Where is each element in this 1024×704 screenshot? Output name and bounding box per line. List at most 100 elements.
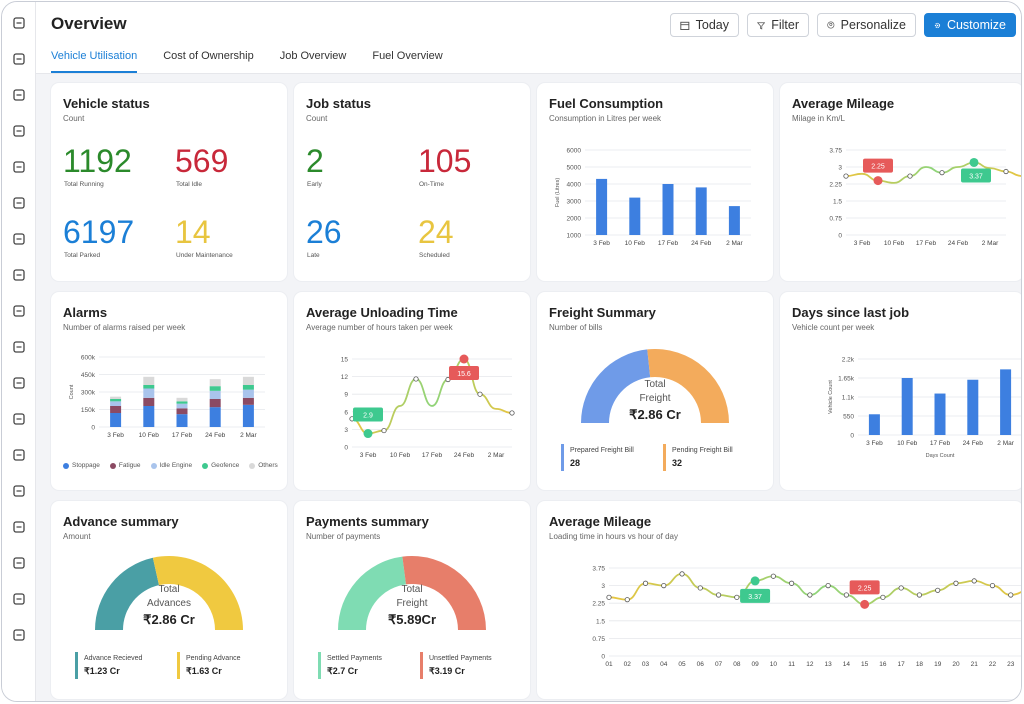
today-button[interactable]: Today [670, 13, 739, 37]
document-clock-icon[interactable] [10, 122, 28, 140]
personalize-button[interactable]: Personalize [817, 13, 916, 37]
legend-value: ₹1.23 Cr [84, 666, 120, 676]
warning-icon[interactable] [10, 230, 28, 248]
job-status-card: Job status Count 2 Early 105 On-Time 26 … [294, 83, 530, 281]
data-point [907, 173, 913, 179]
freight-summary-card: Freight Summary Number of bills Total Fr… [537, 292, 773, 490]
stat-label: Total Parked [64, 252, 101, 259]
fuel-consumption-card: Fuel Consumption Consumption in Litres p… [537, 83, 773, 281]
flag-icon[interactable] [10, 266, 28, 284]
legend-label: Stoppage [72, 462, 100, 469]
bar [662, 184, 674, 235]
x-tick-label: 24 Feb [691, 240, 712, 247]
stat-label: Late [307, 252, 320, 259]
y-axis-label: Vehicle Count [828, 380, 834, 414]
x-tick-label: 2 Mar [726, 240, 743, 247]
stat-value: 24 [418, 214, 454, 250]
x-tick-label: 14 [843, 661, 851, 668]
bar-segment [242, 389, 254, 398]
card-title: Average Mileage [549, 514, 652, 529]
stat-label: Total Running [64, 181, 104, 188]
x-tick-label: 20 [952, 661, 960, 668]
y-tick-label: 2000 [567, 216, 582, 223]
y-tick-label: 2.2k [842, 357, 855, 364]
file-icon[interactable] [10, 590, 28, 608]
tools-icon[interactable] [10, 518, 28, 536]
bar-segment [110, 399, 122, 402]
data-point [624, 597, 630, 603]
customize-button[interactable]: Customize [924, 13, 1016, 37]
x-tick-label: 10 [770, 661, 778, 668]
filter-button[interactable]: Filter [747, 13, 809, 37]
data-point [916, 592, 923, 598]
stat-value: 6197 [63, 214, 135, 250]
card-title: Average Mileage [792, 96, 895, 111]
gauge-center: Total Freight ₹5.89Cr [294, 583, 530, 627]
bar-segment [176, 414, 188, 427]
legend-label: Pending Advance [186, 655, 241, 662]
truck-icon[interactable] [10, 86, 28, 104]
y-tick-label: 2.25 [592, 601, 605, 608]
gauge-center: Total Advances ₹2.86 Cr [51, 583, 287, 627]
x-tick-label: 2 Mar [982, 240, 999, 247]
highlight-point [873, 176, 883, 186]
stat-label: Early [307, 181, 322, 188]
bar-segment [209, 379, 221, 387]
report-icon[interactable] [10, 158, 28, 176]
card-title: Freight Summary [549, 305, 656, 320]
filter-icon [757, 21, 766, 30]
user-settings-icon[interactable] [10, 626, 28, 644]
advance-summary-card: Advance summary Amount Total Advances ₹2… [51, 501, 287, 699]
card-title: Days since last job [792, 305, 910, 320]
y-tick-label: 3000 [567, 199, 582, 206]
tab-cost-of-ownership[interactable]: Cost of Ownership [163, 50, 254, 62]
bar-segment [209, 399, 221, 408]
legend-label: Settled Payments [327, 655, 382, 662]
location-pin-icon[interactable] [10, 302, 28, 320]
card-title: Payments summary [306, 514, 429, 529]
x-tick-label: 2 Mar [997, 440, 1014, 447]
stat-label: Under Maintenance [176, 252, 233, 259]
tab-fuel-overview[interactable]: Fuel Overview [372, 50, 443, 62]
gauge-caption: Total [644, 379, 666, 390]
data-point [1003, 168, 1009, 175]
bar-segment [110, 396, 122, 399]
hourly-chart: 0 0.75 1.5 2.25 3 3.75 01 02 03 04 05 06 07 08 09 10 11 1… [592, 566, 1021, 668]
tooltip-box [449, 366, 479, 380]
bar-segment [110, 401, 122, 406]
x-tick-label: 01 [605, 661, 613, 668]
highlight-point [969, 157, 979, 167]
clipboard-check-icon[interactable] [10, 446, 28, 464]
bar [1000, 369, 1012, 435]
y-axis-label: Count [69, 384, 75, 399]
x-tick-label: 2 Mar [240, 432, 257, 439]
tab-vehicle-utilisation[interactable]: Vehicle Utilisation [51, 50, 138, 73]
tooltip-value: 15.6 [457, 371, 471, 378]
y-tick-label: 0 [850, 433, 854, 440]
video-icon[interactable] [10, 194, 28, 212]
payments-summary-card: Payments summary Number of payments Tota… [294, 501, 530, 699]
history-icon[interactable] [10, 50, 28, 68]
x-tick-label: 18 [916, 661, 924, 668]
route-icon[interactable] [10, 14, 28, 32]
gauge-caption: Total [158, 584, 180, 595]
x-tick-label: 22 [989, 661, 997, 668]
page-title: Overview [51, 14, 127, 33]
calendar-icon [680, 21, 690, 30]
x-axis-label: Days Count [926, 453, 955, 459]
legend-value: ₹2.7 Cr [327, 666, 358, 676]
card-subtitle: Count [63, 114, 85, 123]
y-tick-label: 5000 [567, 165, 582, 172]
data-point [770, 573, 776, 579]
x-tick-label: 19 [934, 661, 942, 668]
tab-job-overview[interactable]: Job Overview [279, 50, 347, 62]
save-icon[interactable] [10, 338, 28, 356]
invoice-icon[interactable] [10, 410, 28, 428]
x-tick-label: 23 [1007, 661, 1015, 668]
vehicle-status-card: Vehicle status Count 1192 Total Running … [51, 83, 287, 281]
archive-icon[interactable] [10, 554, 28, 572]
hierarchy-icon[interactable] [10, 374, 28, 392]
bar-segment [143, 406, 155, 427]
currency-note-icon[interactable] [10, 482, 28, 500]
y-tick-label: 3 [344, 427, 348, 434]
